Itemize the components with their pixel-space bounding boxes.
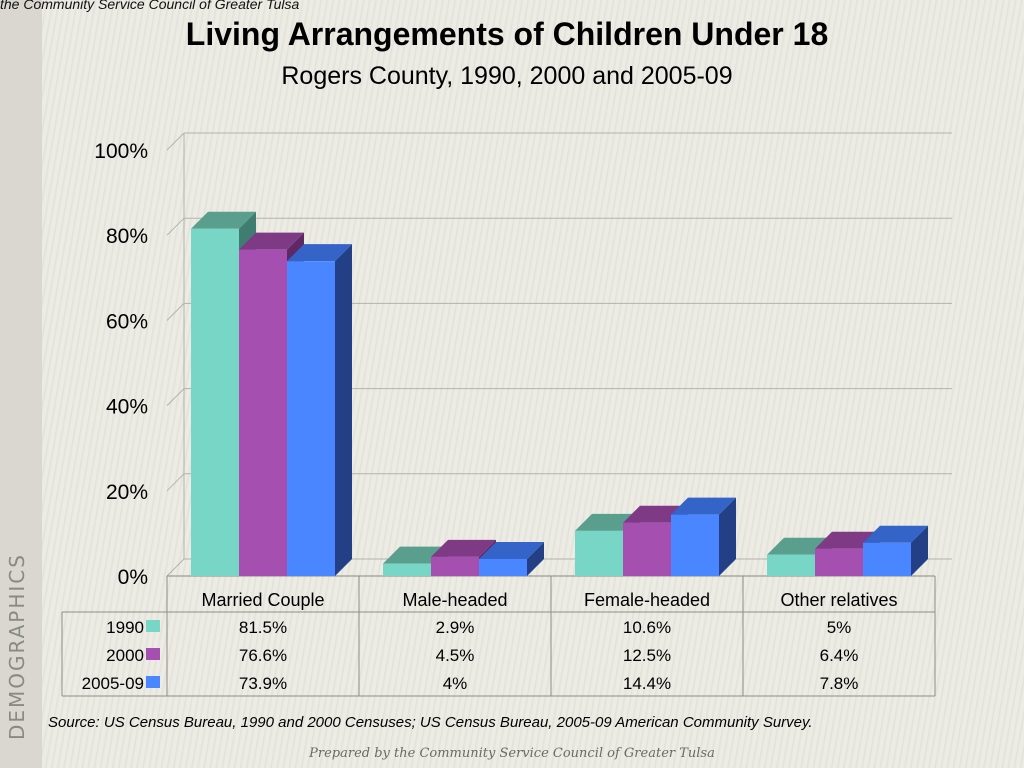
legend-swatch	[146, 620, 160, 632]
x-tick-label: Married Couple	[201, 590, 324, 610]
gridline-depth	[166, 388, 185, 406]
bar	[191, 228, 239, 576]
y-tick-label: 40%	[106, 396, 148, 419]
data-label: 12.5%	[623, 646, 671, 665]
bar	[671, 514, 719, 576]
gridline-depth	[166, 132, 185, 151]
header-note: the Community Service Council of Greater…	[0, 0, 300, 12]
bar	[575, 530, 623, 576]
sidebar-band: DEMOGRAPHICS	[0, 0, 42, 768]
gridline-depth	[166, 558, 185, 577]
bar-side	[911, 525, 928, 576]
data-label: 81.5%	[239, 618, 287, 637]
bar	[815, 548, 863, 576]
bar-top	[239, 232, 304, 250]
bar-top	[431, 539, 496, 557]
x-tick-label: Male-headed	[402, 590, 507, 610]
bar-top	[671, 497, 736, 515]
x-tick-label: Other relatives	[780, 590, 897, 610]
footer-credit: Prepared by the Community Service Counci…	[309, 746, 715, 761]
bar-top	[287, 244, 352, 262]
data-label: 73.9%	[239, 674, 287, 693]
source-note: Source: US Census Bureau, 1990 and 2000 …	[48, 714, 813, 731]
data-label: 7.8%	[820, 674, 859, 693]
gridline-depth	[166, 217, 185, 236]
data-label: 5%	[827, 618, 852, 637]
data-label: 14.4%	[623, 674, 671, 693]
gridline-depth	[166, 473, 185, 492]
bar	[287, 261, 335, 576]
data-label: 76.6%	[239, 646, 287, 665]
y-tick-label: 80%	[106, 225, 148, 248]
chart-subtitle: Rogers County, 1990, 2000 and 2005-09	[281, 62, 733, 90]
bar-side	[719, 497, 736, 576]
legend-label: 1990	[106, 618, 144, 637]
bar	[479, 558, 527, 576]
bar-top	[191, 211, 256, 229]
x-tick-label: Female-headed	[584, 590, 710, 610]
bar	[239, 249, 287, 576]
y-tick-label: 0%	[118, 566, 148, 589]
chart-title: Living Arrangements of Children Under 18	[185, 16, 829, 52]
bar-side	[335, 244, 352, 576]
y-tick-label: 20%	[106, 481, 148, 504]
data-label: 6.4%	[820, 646, 859, 665]
bar	[431, 556, 479, 576]
data-label: 4%	[443, 674, 468, 693]
bar-side	[527, 541, 544, 576]
bar	[863, 542, 911, 576]
data-label: 4.5%	[436, 646, 475, 665]
gridline-depth	[166, 303, 185, 321]
y-tick-label: 60%	[106, 310, 148, 333]
bar-top	[479, 541, 544, 559]
bar-top	[863, 525, 928, 543]
legend-label: 2005-09	[82, 674, 144, 693]
bar	[623, 522, 671, 576]
legend-swatch	[146, 648, 160, 660]
legend-label: 2000	[106, 646, 144, 665]
bar	[767, 554, 815, 576]
bar	[383, 563, 431, 576]
y-tick-label: 100%	[94, 140, 148, 163]
data-label: 10.6%	[623, 618, 671, 637]
legend-swatch	[146, 676, 160, 688]
data-label: 2.9%	[436, 618, 475, 637]
